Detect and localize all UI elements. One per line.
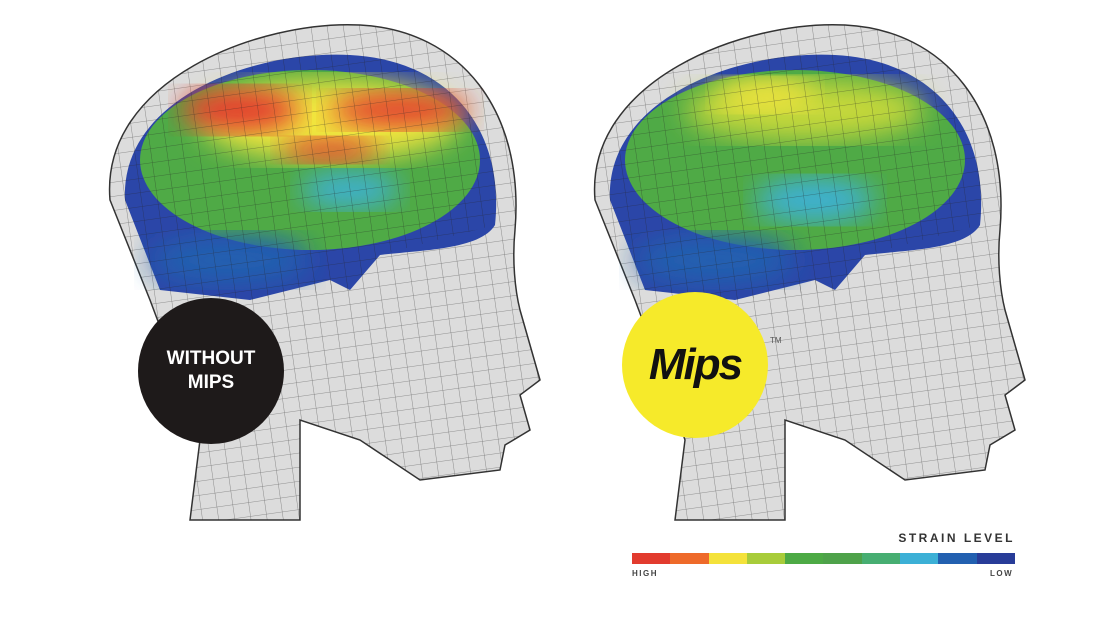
legend-swatch — [708, 553, 747, 564]
legend-title: STRAIN LEVEL — [898, 531, 1015, 545]
legend-swatch — [823, 553, 862, 564]
legend-high-label: HIGH — [632, 569, 658, 578]
legend-low-label: LOW — [990, 569, 1014, 578]
legend-swatch — [861, 553, 901, 564]
legend-swatch — [938, 553, 977, 564]
trademark-mark: TM — [770, 336, 782, 345]
badge-line1: WITHOUT — [166, 348, 256, 369]
legend-swatch — [976, 553, 1015, 564]
strain-color-scale — [632, 553, 1015, 564]
mips-logo-badge: Mips — [622, 292, 768, 438]
without-mips-badge: WITHOUT MIPS — [138, 298, 284, 444]
badge-line2: MIPS — [187, 372, 235, 393]
legend-swatch — [785, 553, 824, 564]
head-model-without-mips — [108, 23, 541, 521]
head-model-with-mips — [593, 23, 1026, 521]
legend-swatch — [900, 553, 939, 564]
mips-logo-text: Mips — [648, 340, 743, 389]
legend-swatch — [632, 553, 671, 564]
legend-swatch — [746, 553, 786, 564]
legend-swatch — [670, 553, 709, 564]
